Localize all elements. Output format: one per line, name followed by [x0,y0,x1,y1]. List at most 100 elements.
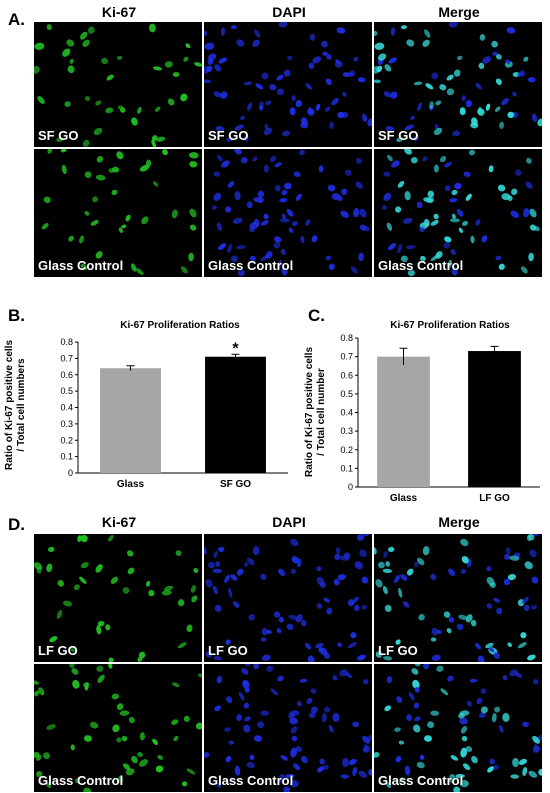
cell-nucleus [121,735,128,742]
cell-nucleus [70,744,75,751]
y-tick-label: 0.7 [340,352,353,362]
cell-nucleus [385,561,391,567]
cell-nucleus [116,703,124,710]
cell-nucleus [321,40,328,48]
cell-nucleus [363,534,370,537]
cell-nucleus [463,171,471,177]
y-tick-label: 0.3 [60,419,73,429]
cell-nucleus [440,688,449,696]
cell-nucleus [84,682,89,691]
cell-nucleus [402,601,410,608]
cell-nucleus [204,42,215,50]
cell-nucleus [226,696,233,703]
bar [100,368,161,473]
cell-nucleus [450,249,456,255]
cell-nucleus [236,568,244,576]
cell-nucleus [323,597,330,603]
y-tick-label: 0.2 [60,435,73,445]
cell-nucleus [361,113,368,123]
cell-nucleus [84,96,91,102]
cell-nucleus [243,81,253,86]
cell-nucleus [139,759,148,767]
cell-nucleus [95,251,103,259]
category-label: Glass [117,479,145,490]
cell-nucleus [240,156,248,164]
cell-nucleus [361,576,369,584]
cell-nucleus [131,117,138,126]
cell-nucleus [525,181,533,189]
cell-nucleus [531,576,539,584]
micrograph-label: Glass Control [378,773,464,788]
cell-nucleus [460,568,466,575]
micrograph-texture [34,534,199,662]
cell-nucleus [288,227,294,233]
cell-nucleus [487,766,494,773]
cell-nucleus [317,766,324,773]
cell-nucleus [444,236,452,243]
y-tick-label: 0.6 [60,370,73,380]
cell-nucleus [305,83,312,90]
cell-nucleus [135,268,144,276]
cell-nucleus [359,549,367,558]
cell-nucleus [164,61,173,68]
cell-nucleus [171,209,178,219]
cell-nucleus [181,781,188,787]
micrograph-a-ki67-glass: Glass Control [34,149,202,277]
cell-nucleus [281,266,288,276]
y-tick-label: 0.6 [340,370,353,380]
cell-nucleus [290,726,298,734]
cell-nucleus [532,745,541,753]
cell-nucleus [387,154,393,162]
cell-nucleus [496,53,502,60]
cell-nucleus [416,201,423,209]
cell-nucleus [110,576,118,585]
cell-nucleus [266,629,272,635]
cell-nucleus [424,735,432,742]
cell-nucleus [234,765,241,776]
micrograph-label: Glass Control [38,258,124,273]
cell-nucleus [382,585,388,595]
cell-nucleus [315,103,321,111]
cell-nucleus [205,579,213,588]
cell-nucleus [246,557,255,566]
cell-nucleus [357,77,366,83]
cell-nucleus [263,127,273,136]
cell-nucleus [397,181,405,188]
cell-nucleus [398,777,404,784]
cell-nucleus [394,206,402,213]
cell-nucleus [410,156,418,164]
cell-nucleus [378,53,387,61]
cell-nucleus [400,25,407,30]
cell-nucleus [167,98,175,106]
cell-nucleus [448,568,456,576]
cell-nucleus [230,574,238,581]
cell-nucleus [34,42,45,50]
cell-nucleus [306,697,313,705]
cell-nucleus [529,549,537,558]
cell-nucleus [266,665,274,672]
micrograph-label: SF GO [208,128,249,143]
cell-nucleus [444,162,452,168]
cell-nucleus [189,161,198,168]
cell-nucleus [462,221,468,226]
y-tick-label: 0.4 [340,408,353,418]
cell-nucleus [422,156,428,162]
cell-nucleus [278,568,286,576]
cell-nucleus [188,252,194,262]
cell-nucleus [261,654,271,662]
cell-nucleus [460,747,468,758]
cell-nucleus [413,724,421,733]
cell-nucleus [523,208,530,218]
cell-nucleus [254,29,261,38]
cell-nucleus [431,72,439,80]
cell-nucleus [141,216,149,225]
cell-nucleus [295,100,302,108]
cell-nucleus [322,51,328,56]
cell-nucleus [326,607,333,615]
cell-nucleus [308,712,316,718]
cell-nucleus [208,561,215,569]
panel-a-col-ki67: Ki-67 [101,4,137,20]
cell-nucleus [527,77,536,83]
cell-nucleus [436,629,442,635]
cell-nucleus [191,595,198,603]
